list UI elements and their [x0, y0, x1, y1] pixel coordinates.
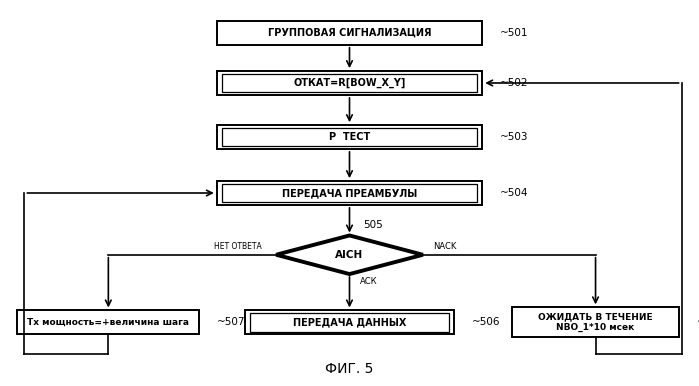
Text: ГРУППОВАЯ СИГНАЛИЗАЦИЯ: ГРУППОВАЯ СИГНАЛИЗАЦИЯ [268, 28, 431, 38]
Text: НЕТ ОТВЕТА: НЕТ ОТВЕТА [215, 242, 262, 251]
FancyBboxPatch shape [245, 310, 454, 334]
Text: АСК: АСК [360, 277, 377, 286]
Text: ОТКАТ=R[BOW_X_Y]: ОТКАТ=R[BOW_X_Y] [294, 78, 405, 88]
FancyBboxPatch shape [512, 307, 679, 337]
Text: ФИГ. 5: ФИГ. 5 [325, 362, 374, 376]
Text: ~507: ~507 [217, 317, 245, 327]
Text: 505: 505 [363, 220, 383, 230]
FancyBboxPatch shape [217, 21, 482, 45]
Text: ~501: ~501 [500, 28, 528, 38]
FancyBboxPatch shape [17, 310, 199, 334]
Text: Tx мощность=+величина шага: Tx мощность=+величина шага [27, 318, 189, 327]
Polygon shape [276, 235, 423, 274]
FancyBboxPatch shape [217, 125, 482, 149]
Text: Р  ТЕСТ: Р ТЕСТ [329, 132, 370, 142]
Text: ПЕРЕДАЧА ПРЕАМБУЛЫ: ПЕРЕДАЧА ПРЕАМБУЛЫ [282, 188, 417, 198]
Text: ~504: ~504 [500, 188, 528, 198]
Text: ПЕРЕДАЧА ДАННЫХ: ПЕРЕДАЧА ДАННЫХ [293, 317, 406, 327]
Text: ~508: ~508 [697, 317, 699, 327]
Text: ~506: ~506 [472, 317, 500, 327]
Text: ~502: ~502 [500, 78, 528, 88]
Text: AICH: AICH [336, 250, 363, 260]
Text: NACK: NACK [433, 242, 456, 251]
FancyBboxPatch shape [217, 71, 482, 95]
Text: ОЖИДАТЬ В ТЕЧЕНИЕ
NBO_1*10 мсек: ОЖИДАТЬ В ТЕЧЕНИЕ NBO_1*10 мсек [538, 313, 653, 332]
Text: ~503: ~503 [500, 132, 528, 142]
FancyBboxPatch shape [217, 181, 482, 205]
